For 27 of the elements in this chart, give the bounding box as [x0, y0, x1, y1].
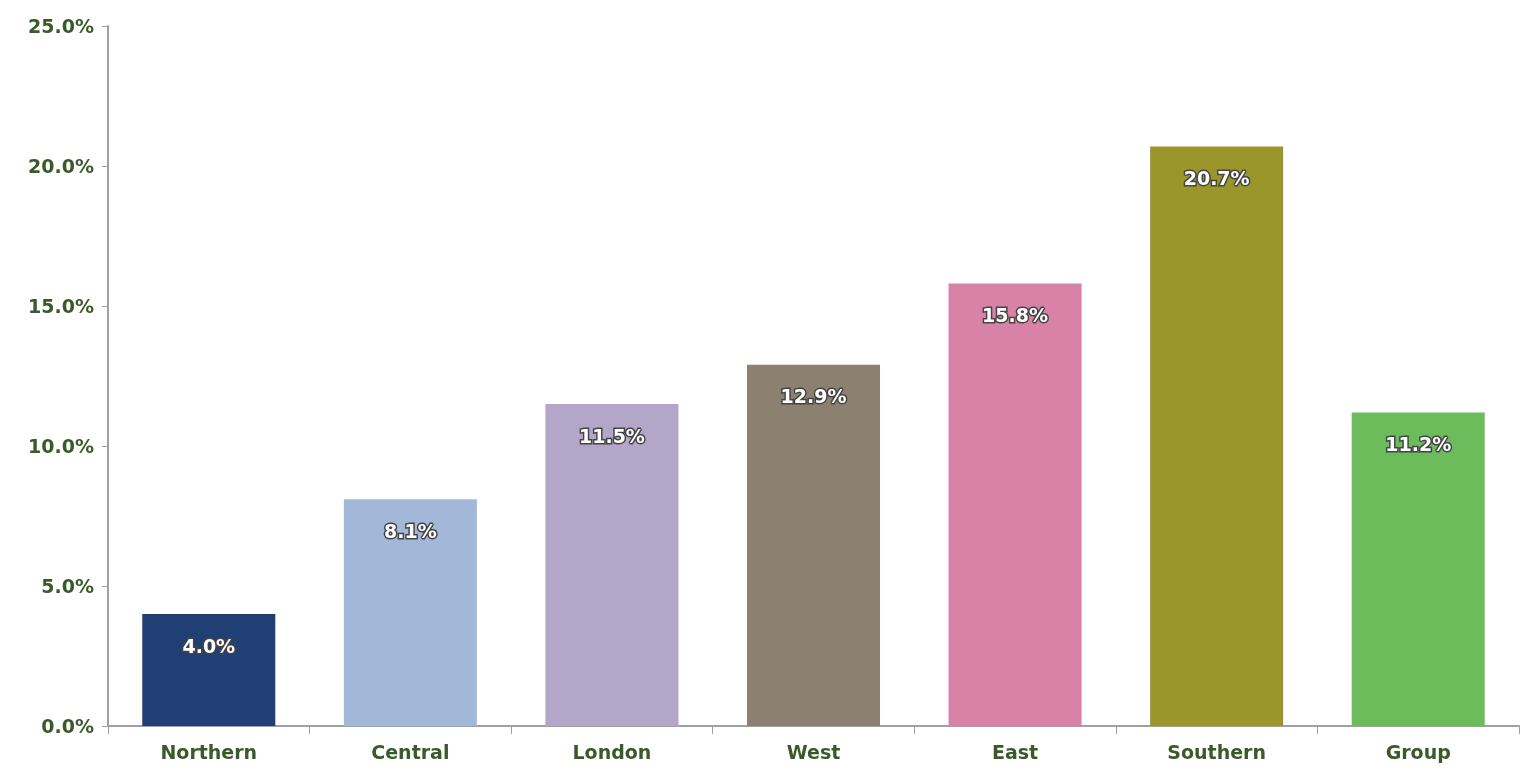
y-tick-label: 25.0%	[28, 15, 94, 37]
data-label: 20.7%	[1183, 166, 1250, 189]
bar	[343, 499, 477, 726]
bar	[1150, 146, 1284, 726]
x-tick-label: Group	[1385, 740, 1451, 763]
data-label: 11.5%	[578, 424, 645, 447]
bar	[1351, 412, 1485, 726]
x-tick-label: East	[991, 740, 1039, 763]
data-label: 11.2%	[1385, 432, 1452, 455]
data-label: 4.0%	[182, 634, 236, 657]
y-tick-label: 20.0%	[28, 155, 94, 177]
data-label: 15.8%	[982, 304, 1049, 327]
x-tick-label: West	[786, 740, 841, 763]
y-tick-label: 5.0%	[41, 575, 94, 597]
y-tick-label: 10.0%	[28, 435, 94, 457]
x-tick-label: Central	[371, 740, 450, 763]
x-tick-label: London	[572, 740, 652, 763]
x-tick-label: Southern	[1167, 740, 1266, 763]
x-tick-label: Northern	[160, 740, 258, 763]
bar	[142, 614, 276, 726]
y-tick-label: 0.0%	[41, 715, 94, 737]
data-label: 12.9%	[780, 385, 847, 408]
data-label: 8.1%	[384, 519, 437, 542]
bar	[948, 283, 1082, 726]
bar	[545, 404, 679, 726]
bar	[746, 364, 881, 726]
y-tick-label: 15.0%	[28, 295, 94, 317]
